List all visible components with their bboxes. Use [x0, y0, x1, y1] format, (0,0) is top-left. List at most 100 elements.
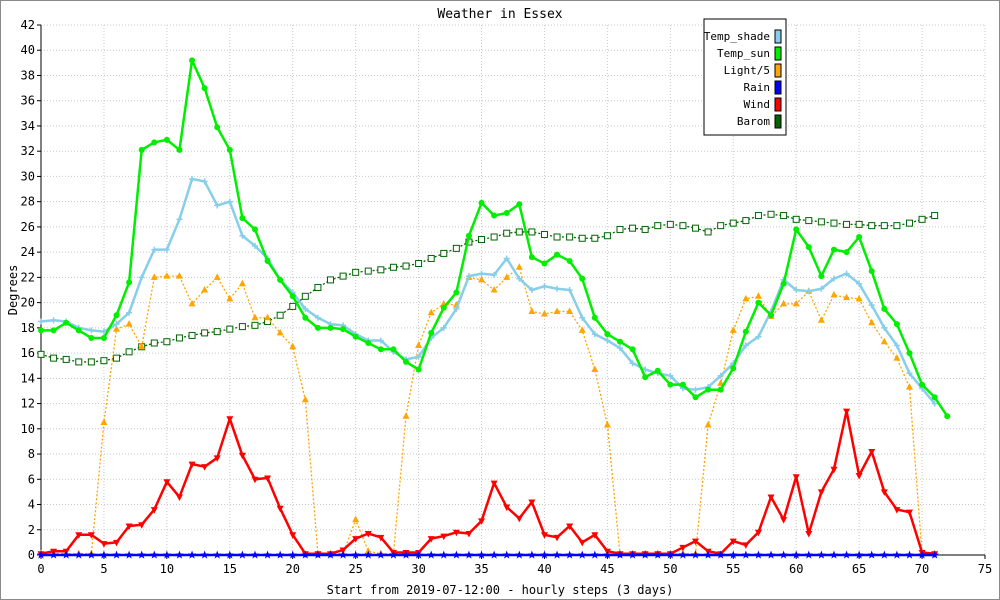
data-point-light-5: [729, 326, 737, 333]
data-point-temp-shade: [100, 328, 107, 335]
data-point-barom: [213, 328, 221, 336]
data-point-barom: [855, 220, 863, 228]
data-point-wind: [855, 473, 863, 480]
data-point-temp-shade: [717, 372, 724, 379]
y-tick-label: 16: [21, 346, 35, 360]
data-point-rain: [401, 550, 411, 559]
data-point-light-5: [780, 299, 788, 307]
data-point-barom: [679, 222, 687, 230]
data-point-temp-shade: [667, 372, 674, 379]
data-point-temp-sun: [75, 327, 82, 334]
data-point-temp-sun: [780, 280, 787, 287]
data-point-light-5: [478, 275, 486, 283]
data-point-rain: [137, 550, 146, 559]
data-point-temp-shade: [251, 242, 258, 249]
data-point-temp-shade: [893, 342, 900, 349]
data-point-rain: [653, 550, 663, 559]
data-point-wind: [817, 489, 825, 496]
data-point-temp-shade: [377, 337, 384, 344]
data-point-rain: [326, 550, 335, 559]
data-point-temp-sun: [226, 146, 233, 153]
data-point-temp-sun: [868, 268, 875, 275]
data-point-wind: [213, 455, 221, 462]
y-tick-label: 30: [21, 169, 35, 183]
data-point-temp-sun: [113, 312, 120, 319]
data-point-temp-shade: [642, 366, 649, 373]
data-point-rain: [162, 550, 172, 559]
data-point-temp-shade: [88, 327, 95, 334]
data-point-wind: [566, 523, 574, 530]
data-point-wind: [578, 539, 586, 547]
data-point-wind: [226, 416, 234, 423]
data-point-rain: [87, 550, 96, 559]
data-point-temp-shade: [906, 370, 913, 377]
data-point-temp-sun: [679, 381, 686, 388]
data-point-temp-sun: [931, 394, 938, 401]
data-point-wind: [113, 539, 121, 547]
data-point-rain: [124, 550, 134, 559]
data-point-barom: [578, 234, 586, 242]
data-point-temp-shade: [528, 287, 535, 293]
data-point-rain: [439, 550, 449, 559]
data-point-temp-sun: [616, 338, 623, 345]
legend-swatch: [774, 80, 782, 95]
data-point-wind: [591, 532, 599, 539]
data-point-temp-sun: [415, 366, 422, 373]
data-point-rain: [603, 550, 612, 559]
data-point-temp-sun: [189, 57, 196, 64]
data-point-temp-sun: [163, 136, 170, 143]
data-point-barom: [591, 234, 599, 242]
data-point-temp-sun: [768, 312, 775, 319]
data-point-rain: [565, 550, 574, 559]
data-point-wind: [830, 466, 838, 474]
data-point-wind: [150, 507, 158, 514]
x-tick-label: 40: [537, 562, 551, 576]
data-point-wind: [880, 489, 888, 496]
data-point-light-5: [289, 342, 297, 350]
data-point-temp-sun: [654, 367, 661, 374]
data-point-temp-sun: [805, 244, 812, 251]
data-point-temp-shade: [629, 360, 636, 367]
data-point-barom: [289, 302, 297, 310]
data-point-rain: [666, 550, 675, 559]
data-point-temp-sun: [465, 232, 472, 239]
data-point-barom: [490, 233, 498, 241]
data-point-temp-shade: [50, 317, 57, 324]
data-point-light-5: [603, 421, 611, 428]
data-point-barom: [717, 222, 725, 230]
data-point-wind: [503, 504, 511, 512]
data-point-temp-shade: [453, 305, 460, 312]
data-point-rain: [905, 550, 914, 559]
data-point-rain: [754, 550, 763, 559]
data-point-barom: [37, 350, 45, 358]
data-point-temp-sun: [251, 226, 258, 233]
data-point-light-5: [201, 286, 209, 293]
data-point-rain: [867, 550, 876, 559]
data-point-light-5: [188, 299, 196, 307]
data-point-barom: [188, 331, 196, 339]
data-point-light-5: [364, 547, 372, 554]
data-point-barom: [113, 354, 121, 362]
data-point-wind: [868, 449, 876, 456]
data-point-wind: [478, 518, 486, 525]
data-point-rain: [804, 550, 814, 559]
data-point-wind: [692, 538, 700, 546]
data-point-temp-sun: [478, 199, 485, 206]
data-point-wind: [553, 534, 561, 542]
data-point-rain: [489, 550, 499, 559]
data-point-barom: [566, 233, 574, 241]
x-tick-label: 10: [160, 562, 174, 576]
data-point-barom: [515, 228, 523, 236]
data-point-temp-sun: [705, 386, 712, 393]
data-point-temp-shade: [692, 386, 699, 393]
data-point-rain: [628, 550, 637, 559]
data-point-barom: [150, 339, 158, 347]
x-tick-label: 35: [474, 562, 488, 576]
data-point-wind: [251, 476, 259, 484]
y-tick-label: 4: [28, 498, 35, 512]
data-point-wind: [729, 538, 737, 546]
data-point-rain: [791, 550, 801, 559]
data-point-rain: [313, 550, 323, 559]
y-axis-label: Degrees: [6, 265, 20, 316]
data-point-temp-shade: [302, 305, 309, 312]
